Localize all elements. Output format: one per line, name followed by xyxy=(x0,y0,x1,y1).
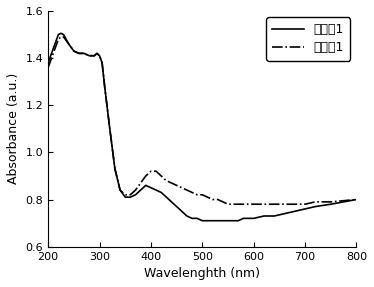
实施例1 xyxy=(354,198,359,201)
比较例1 xyxy=(128,195,133,199)
比较例1 xyxy=(354,198,359,201)
比较例1 xyxy=(67,42,71,46)
实施例1 xyxy=(195,193,199,197)
比较例1 xyxy=(174,205,179,208)
实施例1 xyxy=(205,195,210,199)
实施例1 xyxy=(46,66,50,69)
比较例1 xyxy=(59,32,63,35)
比较例1 xyxy=(195,217,199,220)
比较例1 xyxy=(46,61,50,65)
比较例1 xyxy=(159,191,163,194)
实施例1 xyxy=(128,193,133,197)
实施例1 xyxy=(59,35,63,38)
Legend: 比较例1, 实施例1: 比较例1, 实施例1 xyxy=(266,17,350,61)
Y-axis label: Absorbance (a.u.): Absorbance (a.u.) xyxy=(7,73,20,185)
实施例1 xyxy=(67,42,71,46)
比较例1 xyxy=(200,219,205,222)
实施例1 xyxy=(226,203,230,206)
比较例1 xyxy=(210,219,215,222)
X-axis label: Wavelenghth (nm): Wavelenghth (nm) xyxy=(144,267,260,280)
实施例1 xyxy=(159,174,163,178)
Line: 比较例1: 比较例1 xyxy=(48,33,356,221)
实施例1 xyxy=(174,184,179,187)
Line: 实施例1: 实施例1 xyxy=(48,37,356,204)
